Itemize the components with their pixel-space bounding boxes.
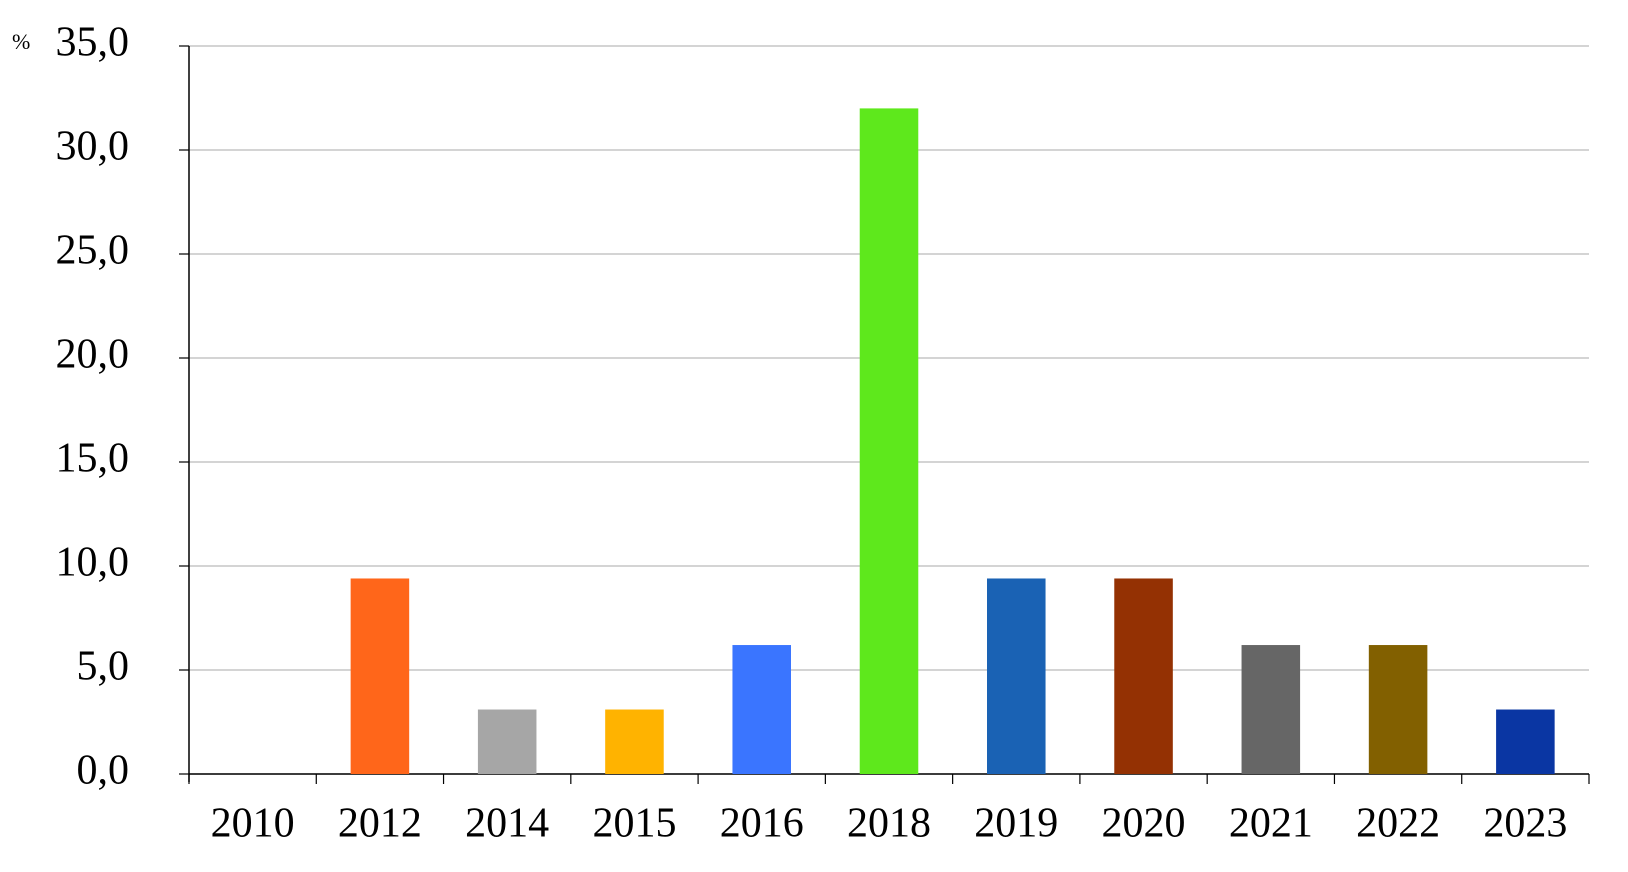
y-tick-label: 15,0 — [56, 436, 130, 482]
bar — [477, 709, 537, 774]
x-tick-label: 2016 — [720, 801, 804, 847]
y-tick-label: 10,0 — [56, 540, 130, 586]
y-tick-label: 30,0 — [56, 124, 130, 170]
x-tick-label: 2019 — [974, 801, 1058, 847]
x-tick-label: 2023 — [1483, 801, 1567, 847]
y-tick-label: 20,0 — [56, 332, 130, 378]
x-tick-label: 2015 — [592, 801, 676, 847]
bar — [350, 578, 410, 774]
y-tick-label: 0,0 — [77, 748, 130, 794]
x-tick-label: 2010 — [211, 801, 295, 847]
bar — [1368, 645, 1428, 774]
x-tick-label: 2021 — [1229, 801, 1313, 847]
bar — [1241, 645, 1301, 774]
x-tick-label: 2012 — [338, 801, 422, 847]
bar — [732, 645, 791, 774]
y-tick-label: 35,0 — [56, 20, 130, 66]
y-axis-label: % — [12, 29, 30, 54]
x-tick-label: 2014 — [465, 801, 549, 847]
y-tick-label: 25,0 — [56, 228, 130, 274]
y-tick-label: 5,0 — [77, 644, 130, 690]
x-tick-label: 2018 — [847, 801, 931, 847]
bar — [859, 108, 919, 774]
bar — [1114, 578, 1173, 774]
x-tick-label: 2022 — [1356, 801, 1440, 847]
bar — [605, 709, 664, 774]
bar — [1496, 709, 1555, 774]
x-tick-label: 2020 — [1102, 801, 1186, 847]
bar — [987, 578, 1046, 774]
